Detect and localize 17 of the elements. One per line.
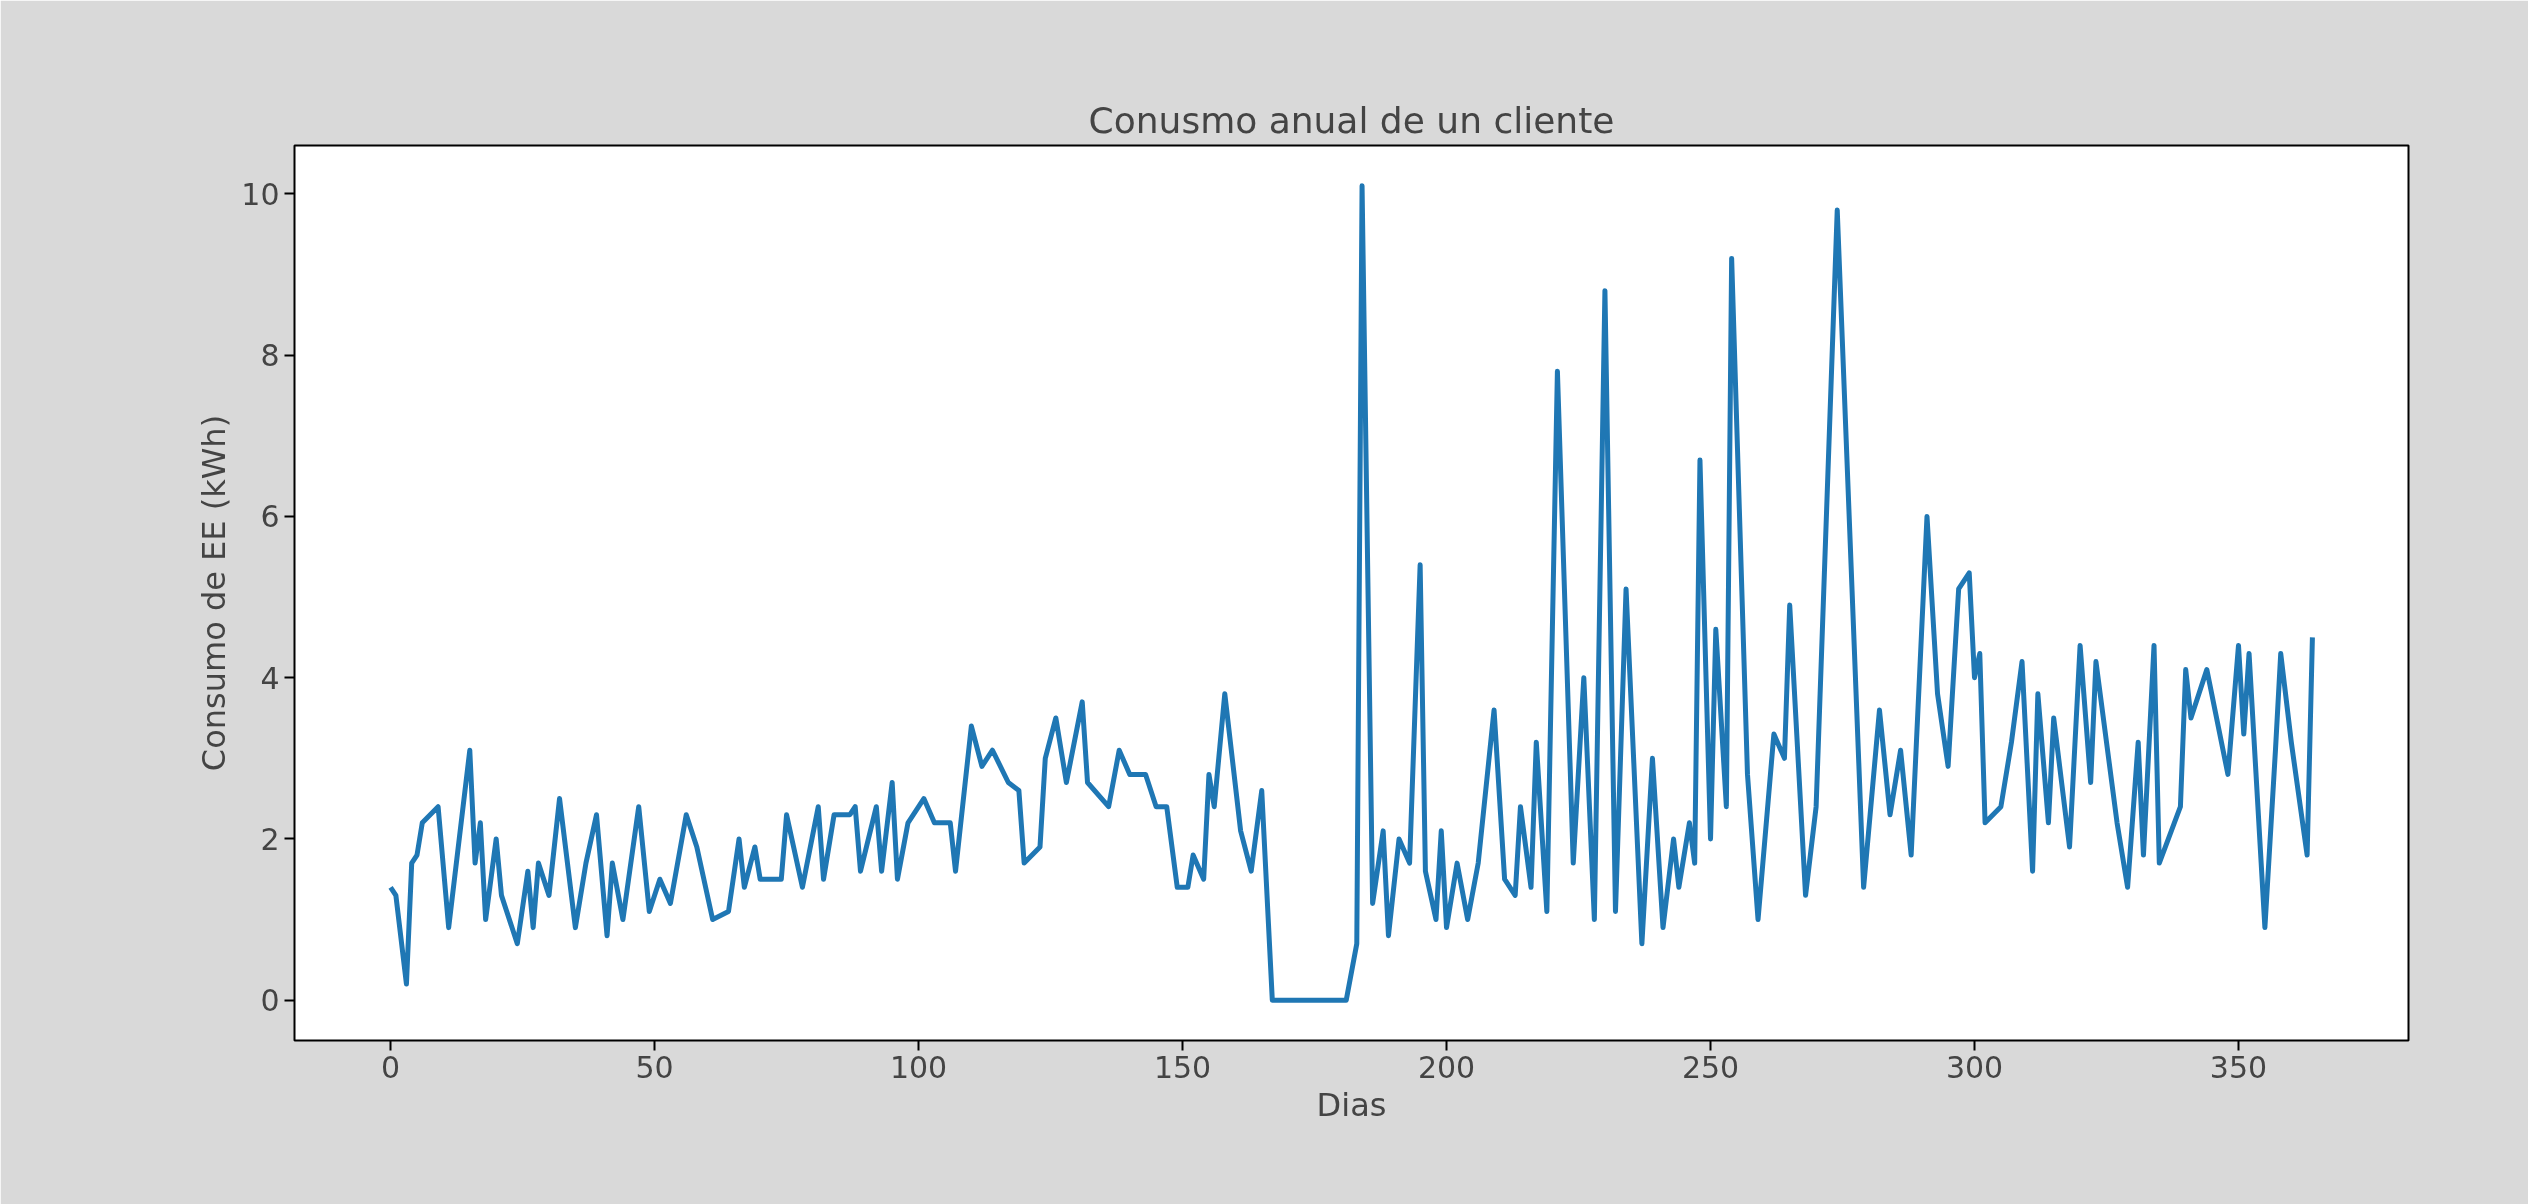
x-tick-label: 100 [889,1049,948,1085]
y-tick-label: 8 [260,338,280,374]
y-axis-title: Consumo de EE (kWh) [195,414,234,772]
x-tick-label: 200 [1417,1049,1476,1085]
y-tick-label: 2 [260,821,280,857]
y-tick-label: 10 [241,176,280,212]
x-tick-label: 300 [1945,1049,2004,1085]
x-tick-label: 350 [2209,1049,2268,1085]
y-tick-label: 4 [260,660,280,696]
x-tick-label: 50 [635,1049,674,1085]
x-axis-title: Dias [1316,1085,1387,1124]
y-tick-label: 0 [260,983,280,1019]
x-tick-label: 0 [381,1049,401,1085]
y-tick-label: 6 [260,499,280,535]
x-tick-label: 150 [1153,1049,1212,1085]
x-tick-label: 250 [1681,1049,1740,1085]
chart-title: Conusmo anual de un cliente [1088,99,1615,141]
